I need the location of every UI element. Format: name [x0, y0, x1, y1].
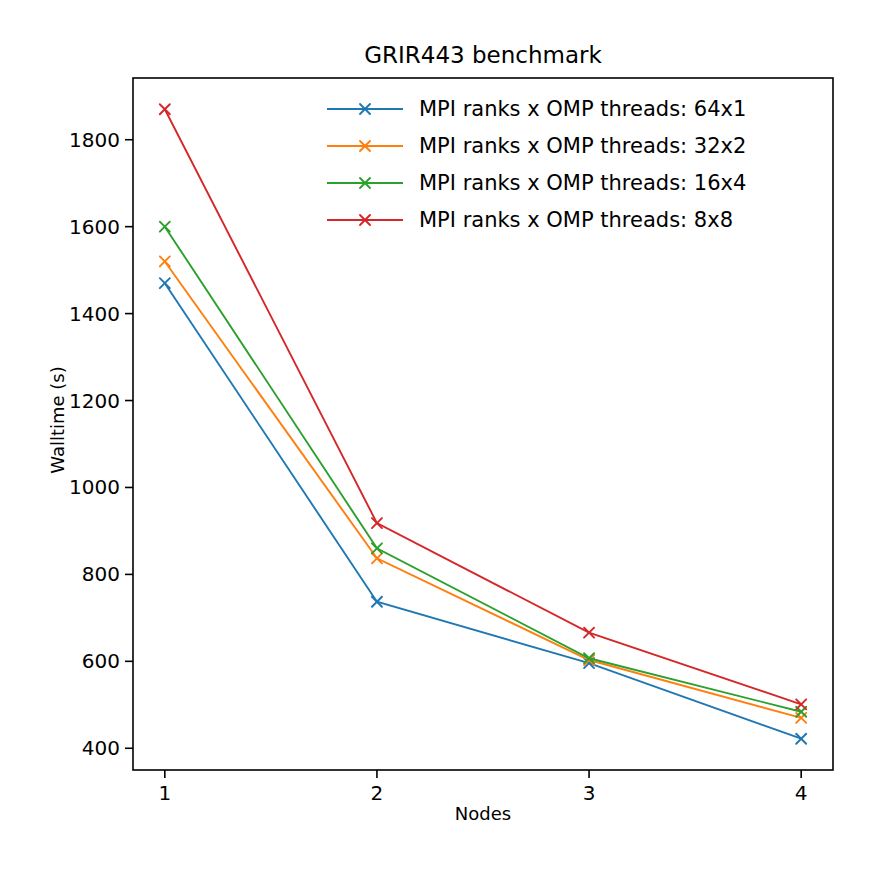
legend-label: MPI ranks x OMP threads: 64x1 [419, 97, 746, 121]
y-tick-label: 1800 [69, 128, 120, 152]
x-tick-label: 1 [158, 781, 171, 805]
legend-label: MPI ranks x OMP threads: 16x4 [419, 171, 746, 195]
y-tick-label: 1200 [69, 389, 120, 413]
chart-figure: GRIR443 benchmark Walltime (s) Nodes 400… [0, 0, 881, 873]
y-tick-label: 1400 [69, 302, 120, 326]
series-line [165, 261, 801, 717]
x-tick-label: 2 [371, 781, 384, 805]
series-line [165, 227, 801, 712]
x-tick-label: 3 [583, 781, 596, 805]
legend-label: MPI ranks x OMP threads: 32x2 [419, 134, 746, 158]
y-tick-label: 800 [82, 562, 120, 586]
y-tick-label: 1600 [69, 215, 120, 239]
series-line [165, 283, 801, 739]
series-line [165, 109, 801, 704]
legend-label: MPI ranks x OMP threads: 8x8 [419, 208, 733, 232]
plot-area: 400 600 800 1000 1200 1400 1600 1800 1 2 3 4 MPI ran… [0, 0, 881, 873]
y-tick-label: 600 [82, 649, 120, 673]
x-tick-label: 4 [795, 781, 808, 805]
y-tick-label: 400 [82, 736, 120, 760]
y-tick-label: 1000 [69, 475, 120, 499]
